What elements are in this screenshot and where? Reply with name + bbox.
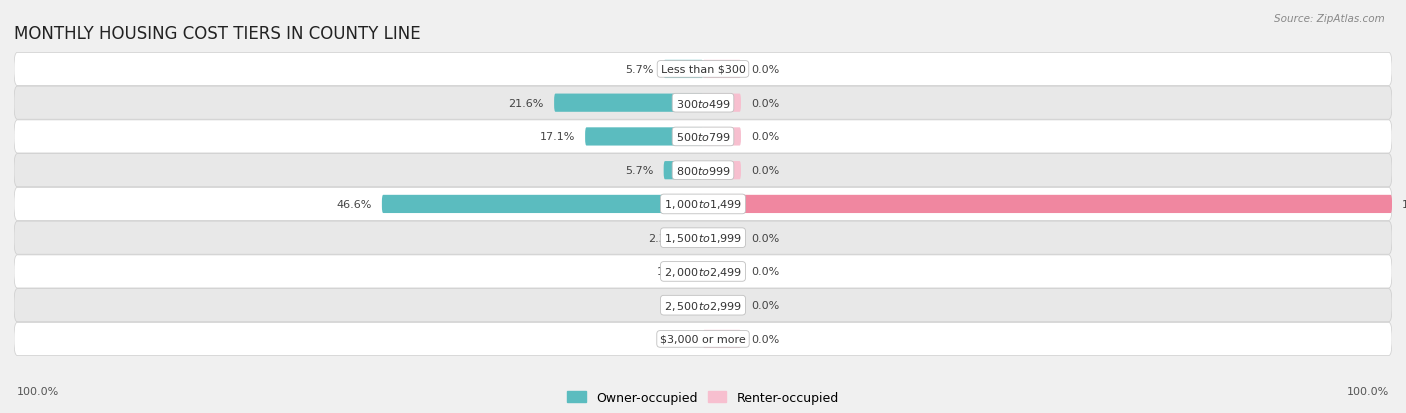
Text: $1,500 to $1,999: $1,500 to $1,999 xyxy=(664,232,742,244)
FancyBboxPatch shape xyxy=(14,188,1392,221)
Text: 5.7%: 5.7% xyxy=(626,65,654,75)
Text: 0.0%: 0.0% xyxy=(751,98,779,109)
Legend: Owner-occupied, Renter-occupied: Owner-occupied, Renter-occupied xyxy=(562,386,844,409)
FancyBboxPatch shape xyxy=(703,61,741,79)
FancyBboxPatch shape xyxy=(703,330,741,348)
Text: $2,000 to $2,499: $2,000 to $2,499 xyxy=(664,265,742,278)
Text: $800 to $999: $800 to $999 xyxy=(675,165,731,177)
FancyBboxPatch shape xyxy=(664,61,703,79)
FancyBboxPatch shape xyxy=(703,229,741,247)
Text: $3,000 or more: $3,000 or more xyxy=(661,334,745,344)
FancyBboxPatch shape xyxy=(14,323,1392,356)
Text: 0.0%: 0.0% xyxy=(751,334,779,344)
FancyBboxPatch shape xyxy=(14,289,1392,322)
FancyBboxPatch shape xyxy=(14,121,1392,154)
FancyBboxPatch shape xyxy=(14,222,1392,254)
FancyBboxPatch shape xyxy=(664,161,703,180)
Text: Less than $300: Less than $300 xyxy=(661,65,745,75)
Text: 5.7%: 5.7% xyxy=(626,166,654,176)
Text: 0.0%: 0.0% xyxy=(665,300,693,311)
Text: 1.1%: 1.1% xyxy=(657,267,685,277)
Text: $500 to $799: $500 to $799 xyxy=(675,131,731,143)
FancyBboxPatch shape xyxy=(703,297,741,315)
Text: 100.0%: 100.0% xyxy=(17,387,59,396)
FancyBboxPatch shape xyxy=(585,128,703,146)
FancyBboxPatch shape xyxy=(703,128,741,146)
Text: 100.0%: 100.0% xyxy=(1402,199,1406,209)
Text: $300 to $499: $300 to $499 xyxy=(675,97,731,109)
FancyBboxPatch shape xyxy=(703,195,1392,214)
FancyBboxPatch shape xyxy=(14,255,1392,288)
FancyBboxPatch shape xyxy=(554,94,703,112)
FancyBboxPatch shape xyxy=(703,161,741,180)
Text: 0.0%: 0.0% xyxy=(751,166,779,176)
Text: Source: ZipAtlas.com: Source: ZipAtlas.com xyxy=(1274,14,1385,24)
FancyBboxPatch shape xyxy=(14,87,1392,120)
Text: $1,000 to $1,499: $1,000 to $1,499 xyxy=(664,198,742,211)
Text: 0.0%: 0.0% xyxy=(751,300,779,311)
Text: 21.6%: 21.6% xyxy=(509,98,544,109)
Text: 46.6%: 46.6% xyxy=(336,199,371,209)
Text: 0.0%: 0.0% xyxy=(751,132,779,142)
FancyBboxPatch shape xyxy=(382,195,703,214)
FancyBboxPatch shape xyxy=(703,263,741,281)
Text: MONTHLY HOUSING COST TIERS IN COUNTY LINE: MONTHLY HOUSING COST TIERS IN COUNTY LIN… xyxy=(14,24,420,43)
Text: 100.0%: 100.0% xyxy=(1347,387,1389,396)
Text: 0.0%: 0.0% xyxy=(751,267,779,277)
Text: 0.0%: 0.0% xyxy=(751,65,779,75)
Text: $2,500 to $2,999: $2,500 to $2,999 xyxy=(664,299,742,312)
Text: 17.1%: 17.1% xyxy=(540,132,575,142)
Text: 0.0%: 0.0% xyxy=(665,334,693,344)
FancyBboxPatch shape xyxy=(696,263,703,281)
FancyBboxPatch shape xyxy=(688,229,703,247)
FancyBboxPatch shape xyxy=(14,154,1392,187)
FancyBboxPatch shape xyxy=(14,53,1392,86)
FancyBboxPatch shape xyxy=(703,94,741,112)
Text: 2.3%: 2.3% xyxy=(648,233,676,243)
Text: 0.0%: 0.0% xyxy=(751,233,779,243)
